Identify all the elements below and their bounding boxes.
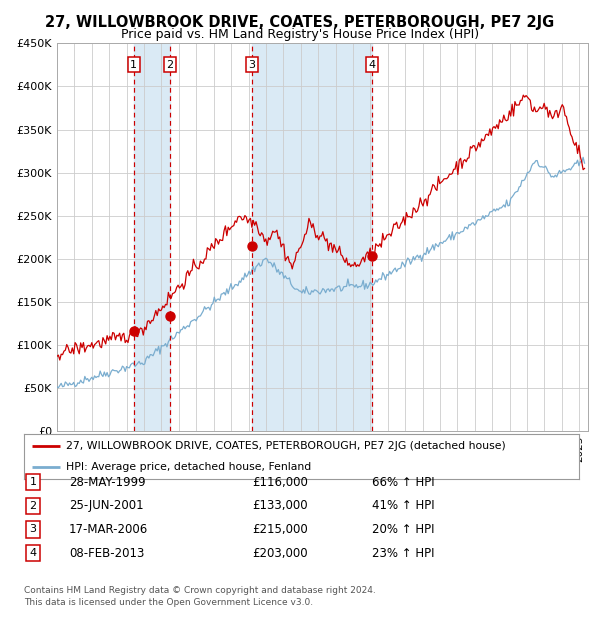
Text: 25-JUN-2001: 25-JUN-2001 bbox=[69, 500, 143, 512]
Text: 2: 2 bbox=[166, 60, 173, 70]
Text: 28-MAY-1999: 28-MAY-1999 bbox=[69, 476, 146, 489]
Text: 66% ↑ HPI: 66% ↑ HPI bbox=[372, 476, 434, 489]
Text: 2: 2 bbox=[29, 501, 37, 511]
Text: 3: 3 bbox=[248, 60, 256, 70]
Text: £133,000: £133,000 bbox=[252, 500, 308, 512]
Text: HPI: Average price, detached house, Fenland: HPI: Average price, detached house, Fenl… bbox=[65, 461, 311, 472]
Text: 27, WILLOWBROOK DRIVE, COATES, PETERBOROUGH, PE7 2JG: 27, WILLOWBROOK DRIVE, COATES, PETERBORO… bbox=[46, 16, 554, 30]
Text: 4: 4 bbox=[368, 60, 376, 70]
Text: 1: 1 bbox=[29, 477, 37, 487]
Text: 41% ↑ HPI: 41% ↑ HPI bbox=[372, 500, 434, 512]
Text: 27, WILLOWBROOK DRIVE, COATES, PETERBOROUGH, PE7 2JG (detached house): 27, WILLOWBROOK DRIVE, COATES, PETERBORO… bbox=[65, 441, 505, 451]
Text: £116,000: £116,000 bbox=[252, 476, 308, 489]
Text: £203,000: £203,000 bbox=[252, 547, 308, 559]
Bar bbox=[252, 43, 372, 431]
Text: 08-FEB-2013: 08-FEB-2013 bbox=[69, 547, 145, 559]
Text: 23% ↑ HPI: 23% ↑ HPI bbox=[372, 547, 434, 559]
Text: 20% ↑ HPI: 20% ↑ HPI bbox=[372, 523, 434, 536]
Text: 4: 4 bbox=[29, 548, 37, 558]
Bar bbox=[134, 43, 170, 431]
Text: £215,000: £215,000 bbox=[252, 523, 308, 536]
Text: Price paid vs. HM Land Registry's House Price Index (HPI): Price paid vs. HM Land Registry's House … bbox=[121, 28, 479, 41]
Text: 1: 1 bbox=[130, 60, 137, 70]
Text: 17-MAR-2006: 17-MAR-2006 bbox=[69, 523, 148, 536]
Text: Contains HM Land Registry data © Crown copyright and database right 2024.
This d: Contains HM Land Registry data © Crown c… bbox=[24, 586, 376, 607]
Text: 3: 3 bbox=[29, 525, 37, 534]
